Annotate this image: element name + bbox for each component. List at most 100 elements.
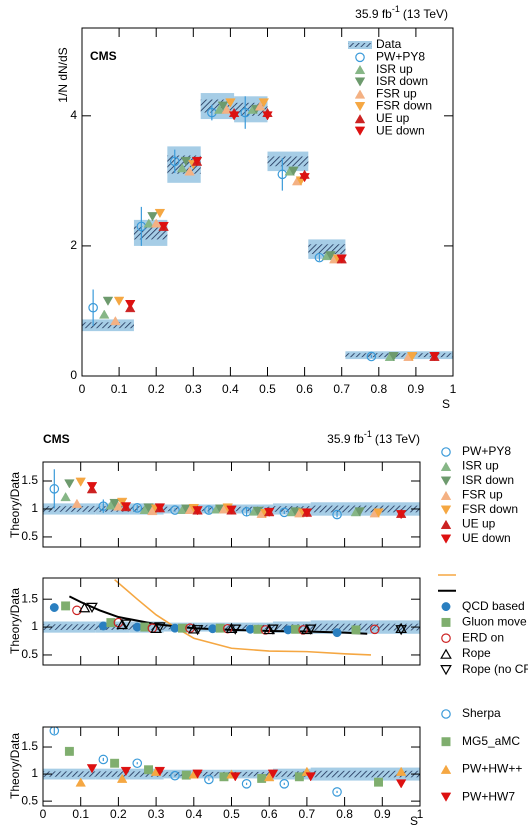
- marker: [299, 173, 310, 183]
- marker: [49, 727, 60, 736]
- marker: [228, 111, 240, 121]
- marker: [178, 623, 187, 633]
- marker: [170, 770, 180, 781]
- marker: [351, 625, 361, 635]
- legend-label: Rope (no CR): [462, 662, 528, 676]
- marker: [208, 624, 218, 634]
- y-tick-label: 0: [70, 368, 77, 382]
- marker: [245, 624, 255, 634]
- marker: [395, 766, 407, 776]
- marker: [113, 296, 125, 306]
- luminosity-exponent: -1: [392, 4, 400, 14]
- x-tick-label: 0.2: [110, 807, 127, 821]
- luminosity-label: 35.9 fb-1 (13 TeV): [327, 429, 420, 446]
- legend-band-hatch: [348, 43, 372, 47]
- marker: [253, 624, 263, 634]
- marker: [374, 777, 383, 787]
- marker: [144, 765, 154, 775]
- data-band-hatch: [163, 771, 198, 777]
- marker: [229, 624, 242, 635]
- marker: [191, 156, 203, 167]
- marker: [204, 505, 214, 515]
- data-band-hatch: [310, 770, 420, 778]
- marker: [184, 166, 195, 176]
- marker: [176, 163, 188, 173]
- legend-label: MG5_aMC: [462, 734, 520, 748]
- marker: [60, 491, 71, 502]
- marker: [147, 212, 158, 222]
- marker: [395, 510, 407, 520]
- legend-label: ISR down: [376, 74, 428, 88]
- marker: [64, 746, 74, 756]
- marker: [441, 447, 451, 457]
- marker: [124, 299, 136, 310]
- marker: [225, 98, 236, 108]
- marker: [441, 602, 451, 612]
- marker: [150, 218, 162, 228]
- marker: [78, 602, 91, 613]
- marker: [440, 534, 452, 544]
- x-tick-label: 0.9: [408, 382, 425, 396]
- x-tick-label: 0.6: [261, 807, 278, 821]
- marker: [187, 623, 200, 634]
- marker: [440, 792, 452, 802]
- data-band-hatch: [267, 156, 309, 167]
- x-tick-label: 0.5: [223, 807, 240, 821]
- legend-label: QCD based: [462, 599, 525, 613]
- data-band-hatch: [345, 353, 453, 358]
- marker: [441, 737, 451, 747]
- data-band-hatch: [133, 226, 168, 240]
- plot-area: [43, 727, 420, 797]
- y-tick-label: 0.5: [21, 793, 38, 807]
- y-tick-label: 4: [70, 108, 77, 122]
- marker: [98, 501, 109, 511]
- legend-label: PW+HW++: [462, 762, 522, 776]
- x-tick-label: 0.8: [370, 382, 387, 396]
- legend-label: Data: [376, 37, 402, 51]
- legend-label: Gluon move: [462, 615, 527, 629]
- data-band-hatch: [82, 322, 134, 329]
- y-tick-label: 0.5: [21, 647, 38, 661]
- y-tick-label: 1: [31, 766, 38, 780]
- marker: [71, 498, 83, 508]
- legend-label: FSR down: [376, 99, 432, 113]
- marker: [354, 64, 366, 75]
- marker: [132, 622, 142, 632]
- marker: [441, 709, 451, 719]
- marker: [170, 505, 180, 515]
- y-tick-label: 1.5: [21, 591, 38, 605]
- marker: [262, 111, 273, 121]
- marker: [88, 302, 98, 313]
- data-band-hatch: [43, 624, 96, 630]
- marker: [140, 622, 150, 632]
- marker: [158, 221, 169, 232]
- marker: [332, 787, 342, 797]
- marker: [332, 509, 342, 520]
- marker: [257, 773, 267, 783]
- marker: [388, 352, 399, 362]
- marker: [98, 621, 108, 631]
- marker: [49, 484, 60, 494]
- marker: [440, 648, 452, 659]
- legend-label: FSR down: [462, 502, 518, 516]
- marker: [440, 519, 452, 529]
- marker: [440, 764, 452, 774]
- data-band-hatch: [95, 624, 130, 630]
- legend-label: ERD on: [462, 630, 504, 644]
- marker: [64, 479, 75, 489]
- marker: [263, 507, 275, 518]
- marker: [325, 251, 336, 261]
- marker: [154, 766, 166, 777]
- legend-label: ISR up: [462, 459, 499, 473]
- x-tick-label: 0.4: [222, 382, 239, 396]
- legend-label: FSR up: [376, 86, 417, 100]
- marker: [75, 477, 86, 487]
- marker: [288, 166, 299, 176]
- x-tick-label: 1: [450, 382, 457, 396]
- marker: [267, 624, 279, 635]
- x-tick-label: 0.2: [148, 382, 165, 396]
- x-tick-label: 0: [40, 807, 47, 821]
- marker: [226, 505, 237, 515]
- marker: [440, 490, 452, 500]
